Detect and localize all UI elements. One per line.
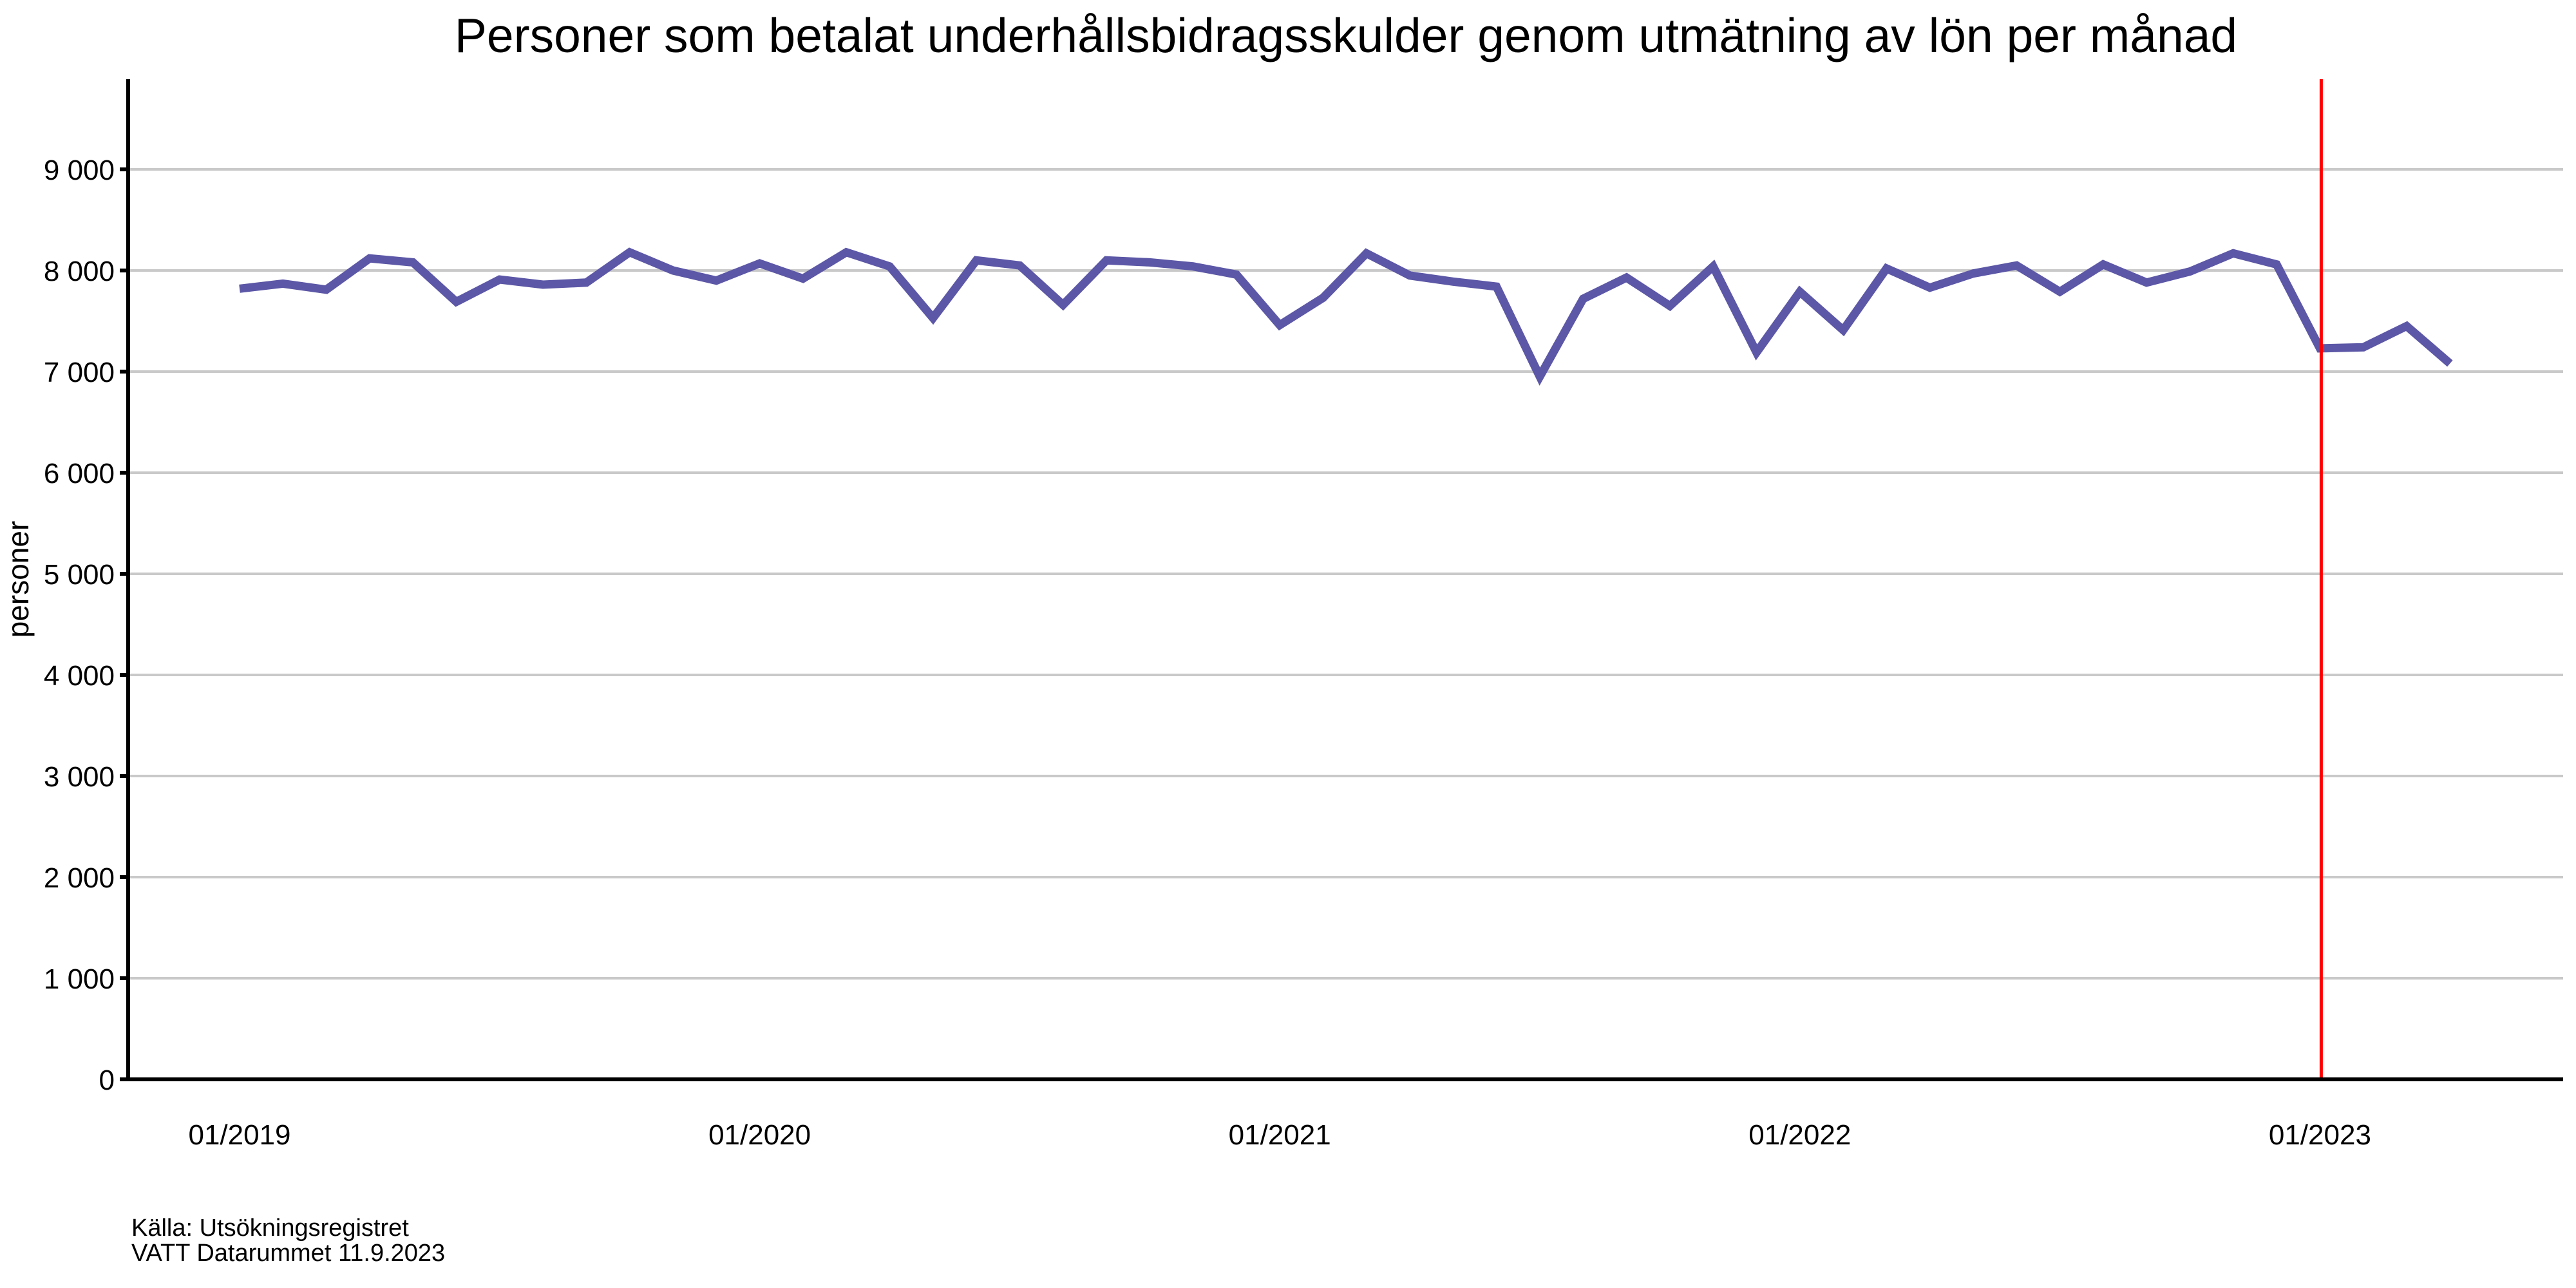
y-tick-label: 3 000 — [44, 761, 115, 793]
y-tick-label: 9 000 — [44, 155, 115, 186]
x-tick-label: 01/2022 — [1748, 1119, 1851, 1151]
y-axis-ticks: 0 1 000 2 000 3 000 4 000 5 000 6 000 7 000 8 00… — [44, 155, 128, 1096]
gridlines — [128, 168, 2563, 980]
x-tick-label: 01/2020 — [708, 1119, 811, 1151]
x-tick-label: 01/2023 — [2269, 1119, 2371, 1151]
y-tick-label: 4 000 — [44, 660, 115, 692]
data-line — [239, 247, 2453, 386]
axes — [126, 79, 2563, 1081]
y-tick-label: 2 000 — [44, 862, 115, 894]
y-axis-label: personer — [1, 521, 35, 638]
y-tick-label: 1 000 — [44, 963, 115, 995]
y-tick-label: 6 000 — [44, 458, 115, 489]
chart-title: Personer som betalat underhållsbidragssk… — [454, 8, 2238, 62]
x-axis-ticks: 01/2019 01/2020 01/2021 01/2022 01/2023 — [188, 1119, 2371, 1151]
source-line-1: Källa: Utsökningsregistret — [131, 1215, 409, 1242]
x-tick-label: 01/2021 — [1229, 1119, 1331, 1151]
y-tick-label: 7 000 — [44, 357, 115, 388]
y-tick-label: 0 — [99, 1065, 115, 1096]
source-line-2: VATT Datarummet 11.9.2023 — [131, 1240, 446, 1267]
x-tick-label: 01/2019 — [188, 1119, 290, 1151]
source-note: Källa: Utsökningsregistret VATT Datarumm… — [131, 1216, 445, 1266]
y-tick-label: 5 000 — [44, 559, 115, 591]
y-tick-label: 8 000 — [44, 256, 115, 287]
